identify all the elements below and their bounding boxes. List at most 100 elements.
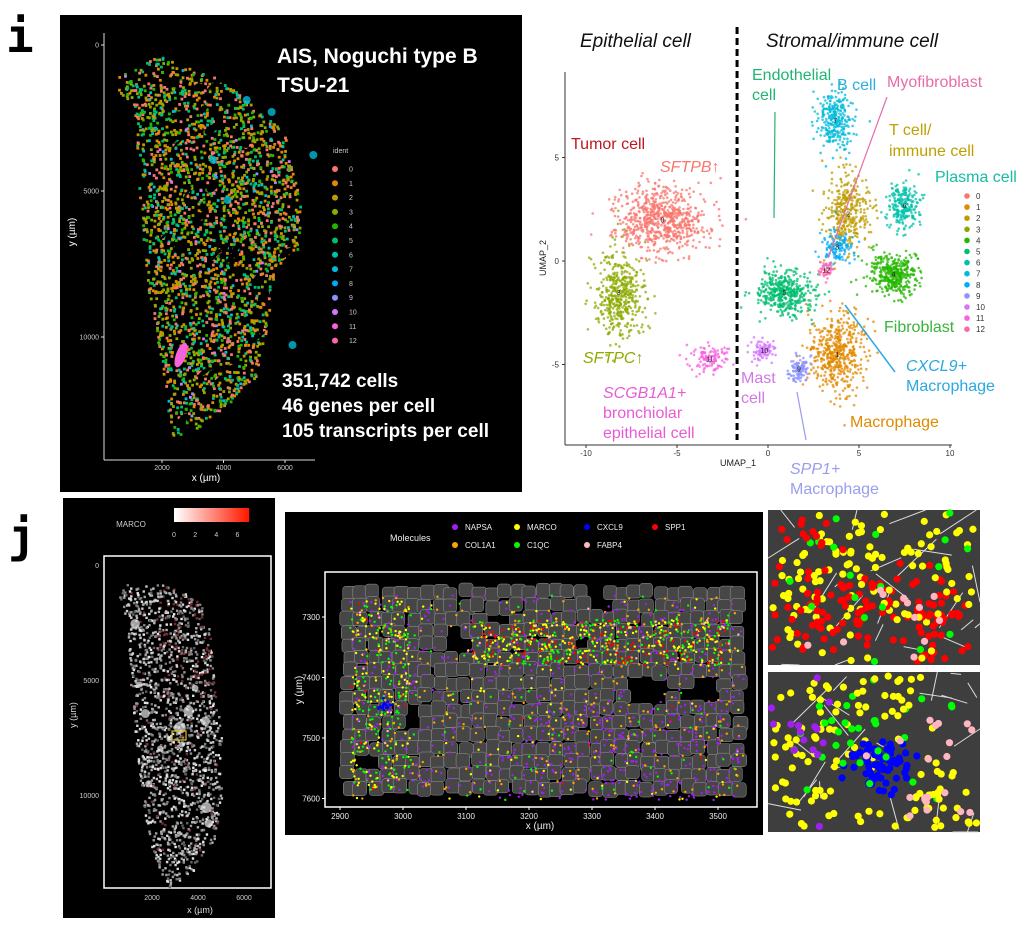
- umap-point: [854, 354, 857, 357]
- cell-point: [231, 224, 235, 227]
- cell-point: [248, 158, 252, 161]
- umap-point: [594, 317, 598, 321]
- cell-point: [248, 246, 252, 250]
- umap-point: [601, 295, 604, 299]
- cell-point: [227, 337, 230, 340]
- cell-point: [200, 150, 203, 154]
- cell-point: [150, 203, 153, 207]
- cell-point: [213, 146, 217, 150]
- cell-point: [243, 277, 247, 281]
- cell-point: [292, 248, 296, 252]
- cell-point: [162, 153, 166, 157]
- umap-point: [881, 290, 884, 294]
- cell-point: [205, 78, 209, 82]
- cell-point: [212, 151, 216, 155]
- umap-point: [609, 314, 612, 317]
- tissue-gap: [252, 331, 266, 343]
- cell-point: [142, 203, 146, 207]
- umap-point: [842, 163, 845, 167]
- cell-point: [172, 405, 175, 408]
- cell-point: [258, 261, 262, 265]
- umap-point: [614, 296, 617, 299]
- umap-point: [874, 255, 877, 259]
- cell-point: [241, 107, 245, 111]
- cell-point: [190, 79, 194, 83]
- cell-point: [213, 129, 217, 133]
- cell-point: [249, 355, 252, 359]
- cell-point: [218, 409, 222, 413]
- cell-point: [196, 230, 200, 234]
- cell-point: [227, 127, 230, 131]
- cell-point: [146, 279, 150, 282]
- cell-point: [192, 396, 196, 400]
- cell-point: [174, 322, 178, 326]
- cell-point: [235, 146, 239, 149]
- cell-point: [266, 153, 270, 157]
- cell-point: [157, 335, 161, 339]
- cell-point: [180, 261, 183, 265]
- cell-point: [207, 359, 211, 363]
- cell-point: [192, 127, 196, 131]
- cell-point: [263, 251, 267, 255]
- umap-point: [710, 229, 713, 233]
- umap-point: [848, 239, 852, 243]
- cell-point: [195, 332, 199, 336]
- cell-point: [285, 174, 289, 178]
- cell-point: [186, 168, 190, 172]
- umap-point: [833, 198, 836, 202]
- cell-point: [152, 158, 156, 161]
- umap-point: [633, 306, 637, 309]
- umap-point: [820, 339, 824, 342]
- tissue-gap: [183, 312, 192, 319]
- umap-point: [640, 325, 643, 329]
- umap-point: [844, 213, 848, 216]
- cell-point: [156, 201, 160, 205]
- tissue-gap: [279, 248, 292, 259]
- umap-point: [627, 334, 631, 338]
- umap-point: [834, 381, 838, 385]
- umap-point: [624, 233, 627, 237]
- cell-point: [243, 289, 247, 293]
- cell-point: [233, 232, 236, 236]
- cell-point: [169, 179, 173, 183]
- umap-point: [851, 326, 854, 330]
- umap-point: [851, 376, 855, 379]
- cell-point: [199, 237, 203, 241]
- umap-point: [856, 364, 859, 367]
- cell-point: [164, 300, 167, 303]
- cell-point: [261, 143, 264, 147]
- cell-point: [224, 305, 228, 309]
- umap-point: [863, 211, 866, 215]
- umap-point: [858, 345, 862, 349]
- cell-point: [247, 380, 251, 384]
- umap-point: [674, 185, 677, 188]
- umap-point: [819, 374, 823, 378]
- umap-point: [626, 280, 629, 284]
- cell-point: [179, 401, 183, 405]
- cell-point: [143, 89, 147, 93]
- cell-point: [276, 240, 280, 243]
- cell-point: [206, 286, 210, 290]
- cell-point: [188, 284, 192, 288]
- umap-point: [836, 222, 839, 226]
- cell-point: [145, 258, 149, 262]
- cell-point: [187, 89, 191, 93]
- cell-point: [175, 163, 179, 166]
- cell-point: [279, 261, 283, 265]
- umap-point: [654, 311, 657, 315]
- umap-point: [908, 276, 912, 279]
- cell-point: [227, 103, 231, 107]
- umap-point: [820, 342, 823, 346]
- cell-point: [194, 422, 198, 426]
- umap-point: [667, 200, 671, 203]
- cell-point: [284, 192, 288, 196]
- umap-point: [826, 362, 830, 366]
- umap-point: [645, 231, 649, 235]
- cell-point: [278, 141, 282, 145]
- cell-point: [184, 327, 188, 331]
- cell-point: [244, 275, 248, 279]
- cell-point: [225, 286, 228, 290]
- cell-point: [269, 170, 273, 174]
- umap-point: [671, 251, 674, 255]
- umap-point: [837, 197, 841, 200]
